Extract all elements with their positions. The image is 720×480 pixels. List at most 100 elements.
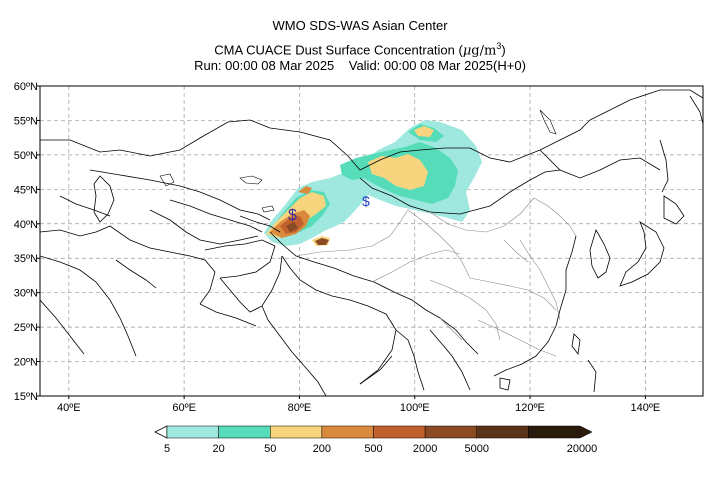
colorbar-swatch: [528, 425, 593, 439]
province-east: [519, 239, 561, 321]
lake-baikal: [539, 109, 557, 135]
colorbar-swatch: [166, 425, 219, 439]
coastlines: [40, 95, 703, 393]
border-myanmar: [395, 329, 425, 391]
coast-east-china: [493, 235, 577, 377]
province-yunnan: [439, 317, 463, 341]
province-borders: [295, 197, 577, 357]
marker-symbol-west: $: [288, 207, 297, 224]
border-uzbekistan: [169, 199, 263, 233]
map-title: WMO SDS-WAS Asian Center: [272, 18, 448, 33]
border-caucasus: [59, 195, 111, 217]
colorbar-swatch: [270, 425, 323, 439]
map-subtitle: CMA CUACE Dust Surface Concentration (μg…: [0, 38, 720, 59]
lat-tick-label: 60ºN: [14, 81, 38, 93]
province-northeast: [533, 197, 577, 237]
colorbar-swatch: [218, 425, 271, 439]
unit-g: g/m: [471, 43, 497, 59]
lon-tick-label: 60ºE: [172, 402, 196, 414]
province-inner-mongolia: [429, 197, 535, 233]
lat-tick-label: 40ºN: [14, 219, 38, 231]
dust-level-200-500-ridge: [298, 186, 312, 194]
lat-tick-label: 15ºN: [14, 391, 38, 403]
lon-tick-label: 100ºE: [400, 402, 430, 414]
subtitle-suffix: ): [501, 42, 506, 58]
unit-mu: μ: [462, 43, 472, 59]
dust-level-50-200-north: [414, 126, 434, 137]
colorbar-level-label: 200: [313, 443, 331, 455]
border-middle-east: [40, 225, 111, 237]
border-india-west: [261, 305, 327, 396]
coast-hokkaido: [663, 195, 685, 225]
province-qinghai-tibet: [371, 249, 461, 283]
border-central-asia: [89, 169, 271, 221]
border-pakistan: [219, 255, 283, 313]
marker-symbol-east: $: [362, 193, 370, 209]
unit-exponent: 3: [496, 41, 502, 51]
border-turkmenistan: [149, 209, 259, 245]
lat-tick-label: 45ºN: [14, 184, 38, 196]
border-kyrgyz-tajik: [239, 215, 281, 233]
lon-tick-label: 40ºE: [57, 402, 81, 414]
coast-korea: [589, 228, 611, 279]
map-background: [40, 86, 703, 396]
province-xinjiang: [295, 209, 409, 257]
run-valid-time: Run: 00:00 08 Mar 2025 Valid: 00:00 08 M…: [194, 58, 526, 73]
colorbar-level-label: 20: [213, 443, 225, 455]
colorbar-low-extension: [154, 425, 168, 439]
country-borders: [40, 89, 703, 396]
province-hebei: [503, 239, 529, 263]
border-russia-mongolia: [359, 119, 591, 171]
lake-balkhash: [239, 175, 263, 185]
dust-level-500-2000-south: [315, 238, 329, 245]
lon-tick-label: 120ºE: [515, 402, 545, 414]
coast-philippines: [587, 359, 597, 393]
colorbar-level-label: 2000: [413, 443, 437, 455]
border-iran: [109, 225, 216, 305]
coast-japan: [619, 221, 665, 287]
lat-tick-label: 20ºN: [14, 357, 38, 369]
lake-issyk-kul: [261, 205, 275, 213]
colorbar-swatch: [476, 425, 529, 439]
colorbar-level-label: 5000: [465, 443, 489, 455]
coast-caspian: [93, 175, 115, 223]
coast-bay-of-bengal: [359, 355, 393, 385]
lon-tick-label: 140ºE: [630, 402, 660, 414]
province-south: [477, 319, 557, 357]
lon-tick-label: 80ºE: [288, 402, 312, 414]
border-mongolia-china: [359, 169, 561, 215]
lat-tick-label: 55ºN: [14, 115, 38, 127]
colorbar-swatch: [424, 425, 477, 439]
lat-tick-label: 35ºN: [14, 253, 38, 265]
coast-hainan: [499, 377, 511, 391]
colorbar-level-label: 500: [364, 443, 382, 455]
lat-tick-label: 50ºN: [14, 150, 38, 162]
coast-sakhalin: [659, 139, 669, 193]
lake-aral: [159, 173, 175, 187]
border-afghanistan: [204, 239, 276, 279]
province-gansu: [407, 209, 471, 279]
coast-arabian-sea: [199, 303, 257, 327]
border-india: [281, 255, 397, 385]
map-frame: [39, 85, 704, 397]
colorbar-level-label: 5: [164, 443, 170, 455]
border-china-west: [269, 231, 479, 355]
dust-level-2000-5000: [286, 222, 298, 232]
coast-taiwan: [571, 333, 581, 356]
dust-concentration-shading: [264, 120, 482, 246]
colorbar-level-label: 50: [264, 443, 276, 455]
coast-red-sea: [40, 299, 85, 355]
border-laos-vietnam: [429, 329, 471, 391]
dust-level-50-200-main: [368, 154, 428, 190]
lat-tick-label: 30ºN: [14, 288, 38, 300]
coast-kamchatka: [689, 95, 703, 125]
border-arabia: [40, 255, 137, 357]
province-sichuan: [429, 279, 501, 341]
province-central: [469, 277, 557, 311]
border-russia-china-east: [589, 89, 703, 121]
colorbar: 5 20 50 200 500 2000 5000 20000: [154, 425, 597, 455]
lakes: [159, 109, 557, 213]
border-russia-kazakhstan: [40, 119, 361, 171]
axis-ticks: 15ºN 20ºN 25ºN 30ºN 35ºN 40ºN 45ºN 50ºN 55ºN 60ºN…: [14, 81, 660, 414]
